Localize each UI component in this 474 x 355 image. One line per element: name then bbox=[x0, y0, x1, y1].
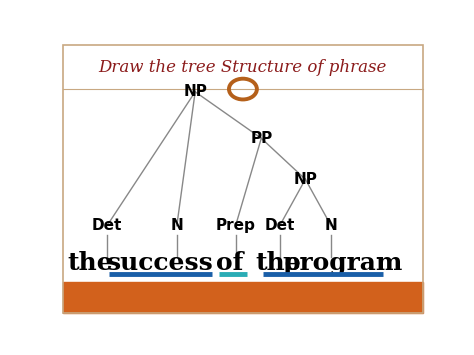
Text: PP: PP bbox=[250, 131, 273, 146]
Bar bbox=[63, 282, 423, 313]
Text: Det: Det bbox=[92, 218, 122, 233]
Text: Prep: Prep bbox=[216, 218, 255, 233]
Text: N: N bbox=[171, 218, 183, 233]
Text: success: success bbox=[107, 251, 214, 275]
Text: NP: NP bbox=[293, 172, 317, 187]
Text: Det: Det bbox=[264, 218, 295, 233]
Text: the: the bbox=[68, 251, 113, 275]
Text: Draw the tree Structure of phrase: Draw the tree Structure of phrase bbox=[99, 59, 387, 76]
Text: NP: NP bbox=[183, 84, 207, 99]
Text: of: of bbox=[216, 251, 244, 275]
Text: the: the bbox=[255, 251, 301, 275]
Text: N: N bbox=[325, 218, 337, 233]
Text: program: program bbox=[282, 251, 402, 275]
Bar bbox=[63, 45, 423, 89]
